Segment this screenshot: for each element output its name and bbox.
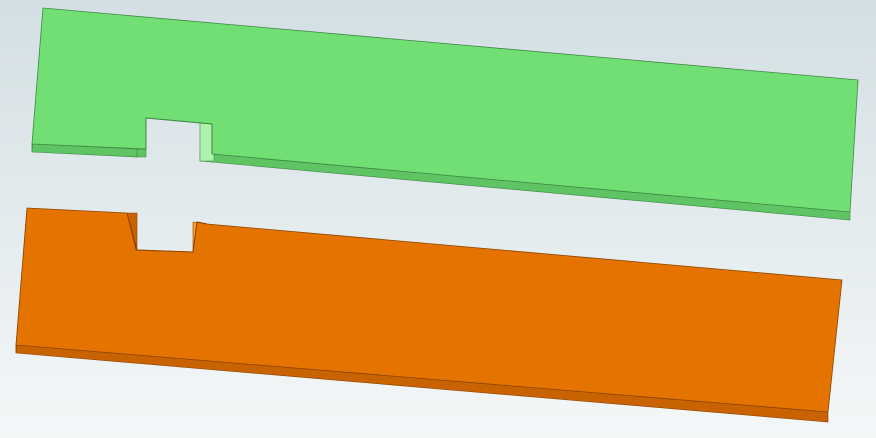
green-slot-edge <box>137 117 213 154</box>
green-slotted-bar[interactable] <box>31 7 859 221</box>
orange-slotted-bar[interactable] <box>15 207 843 423</box>
orange-slot-edge <box>126 212 208 253</box>
